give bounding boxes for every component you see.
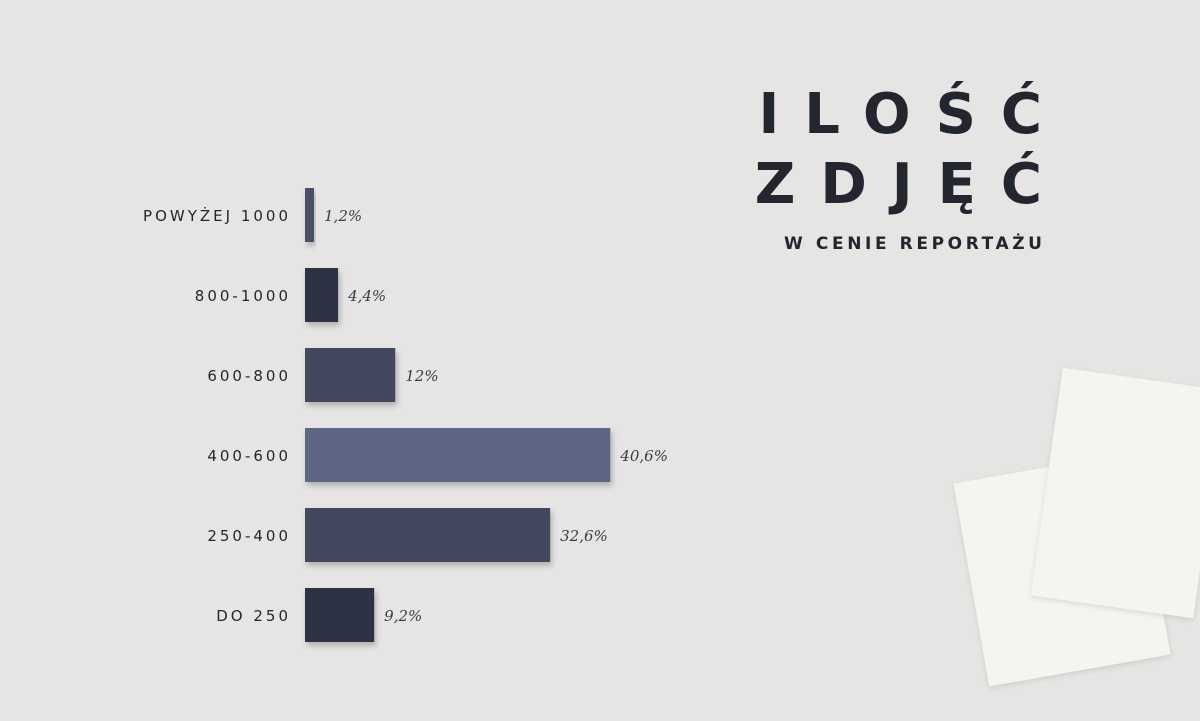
bars-layer: POWYŻEJ 1000 1,2% 800-1000 4,4% 600-800 12% 40… bbox=[143, 188, 668, 642]
value-label-4: 32,6% bbox=[560, 527, 608, 545]
value-label-2: 12% bbox=[405, 367, 438, 385]
value-label-0: 1,2% bbox=[324, 207, 362, 225]
bar-5 bbox=[305, 588, 375, 642]
value-label-1: 4,4% bbox=[347, 287, 386, 305]
category-label-5: DO 250 bbox=[216, 607, 291, 625]
bar-3 bbox=[305, 428, 611, 482]
category-label-4: 250-400 bbox=[207, 527, 291, 545]
bar-2 bbox=[305, 348, 396, 402]
bar-4 bbox=[305, 508, 551, 562]
value-label-5: 9,2% bbox=[384, 607, 422, 625]
chart-title-line-1: ILOŚĆ bbox=[758, 82, 1067, 147]
value-label-3: 40,6% bbox=[619, 447, 668, 465]
category-label-2: 600-800 bbox=[207, 367, 291, 385]
chart-title-block: ILOŚĆ ZDJĘĆ W CENIE REPORTAŻU bbox=[755, 80, 1042, 254]
category-label-0: POWYŻEJ 1000 bbox=[143, 206, 291, 225]
chart-subtitle: W CENIE REPORTAŻU bbox=[784, 234, 1046, 254]
bar-0 bbox=[305, 188, 315, 242]
category-label-3: 400-600 bbox=[207, 447, 291, 465]
category-label-1: 800-1000 bbox=[195, 287, 291, 305]
bar-1 bbox=[305, 268, 339, 322]
chart-title-line-2: ZDJĘĆ bbox=[754, 152, 1067, 217]
